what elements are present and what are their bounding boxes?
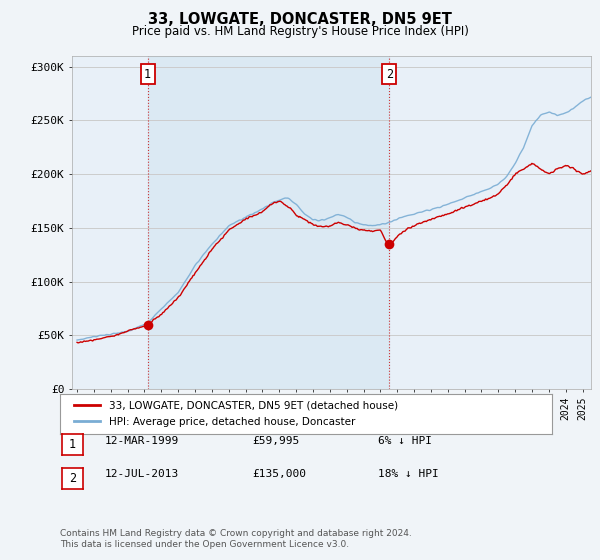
- Text: 18% ↓ HPI: 18% ↓ HPI: [378, 469, 439, 479]
- Text: 2: 2: [386, 68, 393, 81]
- Text: 12-JUL-2013: 12-JUL-2013: [105, 469, 179, 479]
- Text: £135,000: £135,000: [252, 469, 306, 479]
- Text: Contains HM Land Registry data © Crown copyright and database right 2024.
This d: Contains HM Land Registry data © Crown c…: [60, 529, 412, 549]
- Bar: [148, 56, 389, 389]
- Text: £59,995: £59,995: [252, 436, 299, 446]
- Legend: 33, LOWGATE, DONCASTER, DN5 9ET (detached house), HPI: Average price, detached h: 33, LOWGATE, DONCASTER, DN5 9ET (detache…: [70, 396, 402, 431]
- Text: 1: 1: [144, 68, 151, 81]
- Text: 33, LOWGATE, DONCASTER, DN5 9ET: 33, LOWGATE, DONCASTER, DN5 9ET: [148, 12, 452, 27]
- Text: 2: 2: [69, 472, 76, 485]
- Text: 12-MAR-1999: 12-MAR-1999: [105, 436, 179, 446]
- Text: 6% ↓ HPI: 6% ↓ HPI: [378, 436, 432, 446]
- Text: Price paid vs. HM Land Registry's House Price Index (HPI): Price paid vs. HM Land Registry's House …: [131, 25, 469, 38]
- Text: 1: 1: [69, 438, 76, 451]
